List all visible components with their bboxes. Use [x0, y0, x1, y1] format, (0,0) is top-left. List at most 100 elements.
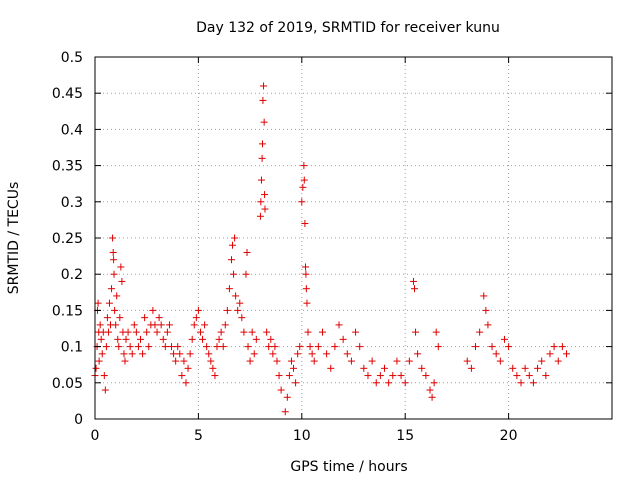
- data-point: [480, 292, 488, 300]
- data-point: [110, 256, 118, 264]
- data-point: [230, 270, 238, 278]
- data-point: [558, 343, 566, 351]
- data-point: [122, 335, 130, 343]
- data-point: [273, 357, 281, 365]
- data-point: [352, 328, 360, 336]
- data-point: [141, 314, 149, 322]
- data-point: [269, 350, 277, 358]
- data-point: [161, 343, 169, 351]
- data-point: [113, 292, 121, 300]
- data-point: [308, 350, 316, 358]
- data-point: [500, 335, 508, 343]
- data-point: [260, 118, 268, 126]
- data-point: [120, 350, 128, 358]
- data-point: [335, 321, 343, 329]
- data-point: [314, 343, 322, 351]
- data-point: [159, 335, 167, 343]
- y-tick-label: 0.5: [61, 50, 83, 66]
- data-point: [409, 277, 417, 285]
- data-point: [199, 335, 207, 343]
- data-point: [238, 314, 246, 322]
- data-point: [128, 350, 136, 358]
- data-point: [463, 357, 471, 365]
- data-point: [257, 176, 265, 184]
- data-point: [303, 299, 311, 307]
- data-point: [124, 328, 132, 336]
- data-point: [488, 343, 496, 351]
- data-point: [188, 335, 196, 343]
- data-point: [121, 357, 129, 365]
- data-point: [467, 364, 475, 372]
- data-point: [563, 350, 571, 358]
- data-point: [194, 306, 202, 314]
- data-point: [302, 285, 310, 293]
- data-point: [100, 372, 108, 380]
- data-point: [252, 335, 260, 343]
- data-point: [482, 306, 490, 314]
- data-point: [203, 343, 211, 351]
- data-point: [103, 314, 111, 322]
- data-point: [243, 248, 251, 256]
- data-point: [92, 364, 100, 372]
- data-point: [538, 357, 546, 365]
- data-point: [260, 82, 268, 90]
- data-point: [397, 372, 405, 380]
- data-point: [381, 364, 389, 372]
- data-point: [110, 270, 118, 278]
- data-point: [287, 357, 295, 365]
- data-point: [155, 314, 163, 322]
- data-point: [389, 372, 397, 380]
- data-point: [172, 357, 180, 365]
- data-point: [277, 386, 285, 394]
- data-point: [318, 328, 326, 336]
- data-point: [190, 321, 198, 329]
- x-tick-label: 15: [396, 428, 414, 444]
- data-point: [301, 220, 309, 228]
- data-point: [104, 328, 112, 336]
- y-tick-label: 0.05: [52, 376, 83, 392]
- data-point: [211, 372, 219, 380]
- data-point: [231, 234, 239, 242]
- data-point: [492, 350, 500, 358]
- data-point: [256, 212, 264, 220]
- data-point: [112, 321, 120, 329]
- data-point: [360, 364, 368, 372]
- data-point: [428, 393, 436, 401]
- data-point: [134, 343, 142, 351]
- data-point: [418, 364, 426, 372]
- data-point: [306, 343, 314, 351]
- data-point: [157, 321, 165, 329]
- data-point: [265, 343, 273, 351]
- data-point: [232, 292, 240, 300]
- x-axis-label: GPS time / hours: [290, 459, 407, 475]
- data-point: [109, 248, 117, 256]
- data-point: [97, 335, 105, 343]
- data-point: [165, 321, 173, 329]
- data-point: [323, 350, 331, 358]
- y-tick-label: 0.45: [52, 86, 83, 102]
- data-point: [109, 234, 117, 242]
- data-point: [259, 96, 267, 104]
- data-point: [534, 364, 542, 372]
- data-point: [242, 270, 250, 278]
- y-tick-label: 0.25: [52, 231, 83, 247]
- data-point: [331, 343, 339, 351]
- data-point: [101, 386, 109, 394]
- data-point: [170, 350, 178, 358]
- y-tick-label: 0.1: [61, 340, 83, 356]
- data-point: [364, 372, 372, 380]
- data-point: [476, 328, 484, 336]
- data-point: [219, 343, 227, 351]
- data-point: [412, 328, 420, 336]
- data-point: [116, 314, 124, 322]
- data-point: [115, 343, 123, 351]
- data-point: [136, 335, 144, 343]
- data-point: [496, 357, 504, 365]
- data-point: [207, 357, 215, 365]
- data-point: [263, 328, 271, 336]
- data-point: [223, 306, 231, 314]
- data-point: [244, 343, 252, 351]
- data-point: [513, 372, 521, 380]
- data-point: [472, 343, 480, 351]
- data-point: [267, 335, 275, 343]
